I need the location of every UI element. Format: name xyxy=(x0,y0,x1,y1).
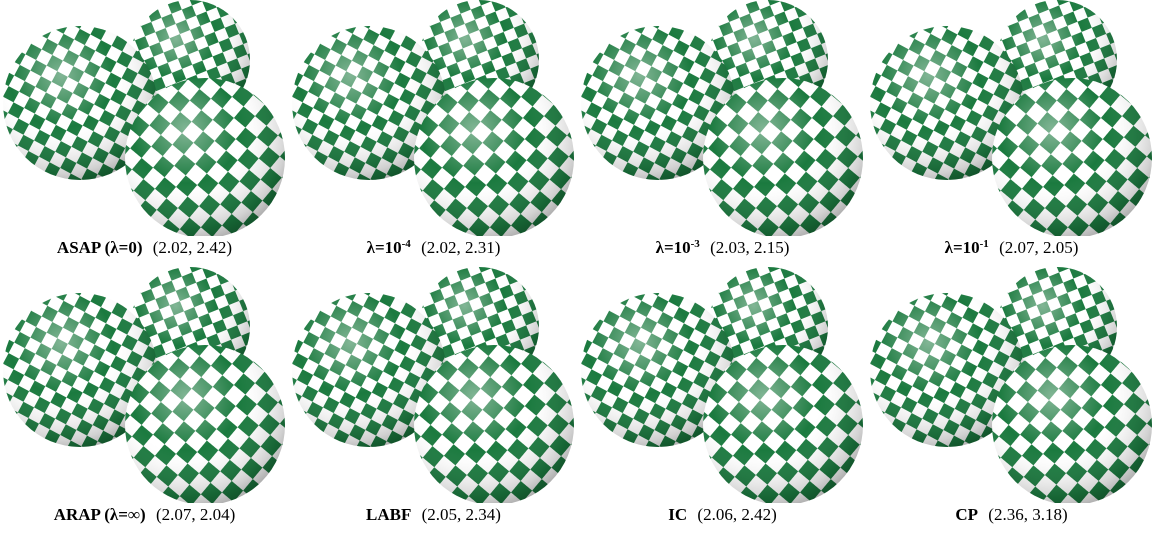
panel-caption: ARAP (λ=∞) (2.07, 2.04) xyxy=(0,503,289,527)
method-label: ARAP (λ=∞) xyxy=(53,505,146,524)
method-label: λ=10 xyxy=(655,238,691,257)
checkered-spheres-render xyxy=(292,267,574,503)
panel-caption: ASAP (λ=0) (2.02, 2.42) xyxy=(0,236,289,260)
sphere-front xyxy=(125,345,285,503)
panel-lambda-1e-4: λ=10-4 (2.02, 2.31) xyxy=(289,0,578,267)
method-exponent: -4 xyxy=(401,238,411,250)
distortion-values: (2.36, 3.18) xyxy=(988,505,1068,524)
distortion-values: (2.07, 2.05) xyxy=(999,238,1079,257)
sphere-left xyxy=(870,293,1024,447)
checkered-spheres-render xyxy=(581,267,863,503)
distortion-values: (2.03, 2.15) xyxy=(710,238,790,257)
panel-caption: λ=10-1 (2.07, 2.05) xyxy=(867,236,1156,260)
sphere-front xyxy=(414,345,574,503)
panel-ic: IC (2.06, 2.42) xyxy=(578,267,867,534)
panel-caption: LABF (2.05, 2.34) xyxy=(289,503,578,527)
method-label: λ=10 xyxy=(944,238,980,257)
method-exponent: -1 xyxy=(979,238,989,250)
method-exponent: -3 xyxy=(690,238,700,250)
sphere-front xyxy=(703,345,863,503)
method-label: CP xyxy=(955,505,979,524)
distortion-values: (2.06, 2.42) xyxy=(697,505,777,524)
panel-lambda-1e-1: λ=10-1 (2.07, 2.05) xyxy=(867,0,1156,267)
checkered-spheres-render xyxy=(3,267,285,503)
sphere-front xyxy=(703,78,863,236)
panel-arap: ARAP (λ=∞) (2.07, 2.04) xyxy=(0,267,289,534)
sphere-left xyxy=(292,293,446,447)
sphere-left xyxy=(870,26,1024,180)
method-label: λ=10 xyxy=(366,238,402,257)
sphere-left xyxy=(292,26,446,180)
panel-caption: λ=10-3 (2.03, 2.15) xyxy=(578,236,867,260)
sphere-left xyxy=(581,293,735,447)
method-label: ASAP (λ=0) xyxy=(56,238,143,257)
distortion-values: (2.05, 2.34) xyxy=(421,505,501,524)
checkered-spheres-render xyxy=(870,0,1152,236)
panel-lambda-1e-3: λ=10-3 (2.03, 2.15) xyxy=(578,0,867,267)
sphere-front xyxy=(125,78,285,236)
method-label: LABF xyxy=(366,505,412,524)
sphere-left xyxy=(3,26,157,180)
panel-caption: CP (2.36, 3.18) xyxy=(867,503,1156,527)
checkered-spheres-render xyxy=(581,0,863,236)
distortion-values: (2.02, 2.42) xyxy=(152,238,233,257)
panel-caption: IC (2.06, 2.42) xyxy=(578,503,867,527)
checkered-spheres-render xyxy=(870,267,1152,503)
sphere-front xyxy=(414,78,574,236)
sphere-left xyxy=(3,293,157,447)
method-label: IC xyxy=(668,505,688,524)
checkered-spheres-render xyxy=(292,0,574,236)
sphere-front xyxy=(992,78,1152,236)
sphere-left xyxy=(581,26,735,180)
distortion-values: (2.07, 2.04) xyxy=(155,505,236,524)
panel-labf: LABF (2.05, 2.34) xyxy=(289,267,578,534)
sphere-front xyxy=(992,345,1152,503)
panel-asap: ASAP (λ=0) (2.02, 2.42) xyxy=(0,0,289,267)
checkered-spheres-render xyxy=(3,0,285,236)
panel-caption: λ=10-4 (2.02, 2.31) xyxy=(289,236,578,260)
panel-cp: CP (2.36, 3.18) xyxy=(867,267,1156,534)
distortion-values: (2.02, 2.31) xyxy=(421,238,501,257)
